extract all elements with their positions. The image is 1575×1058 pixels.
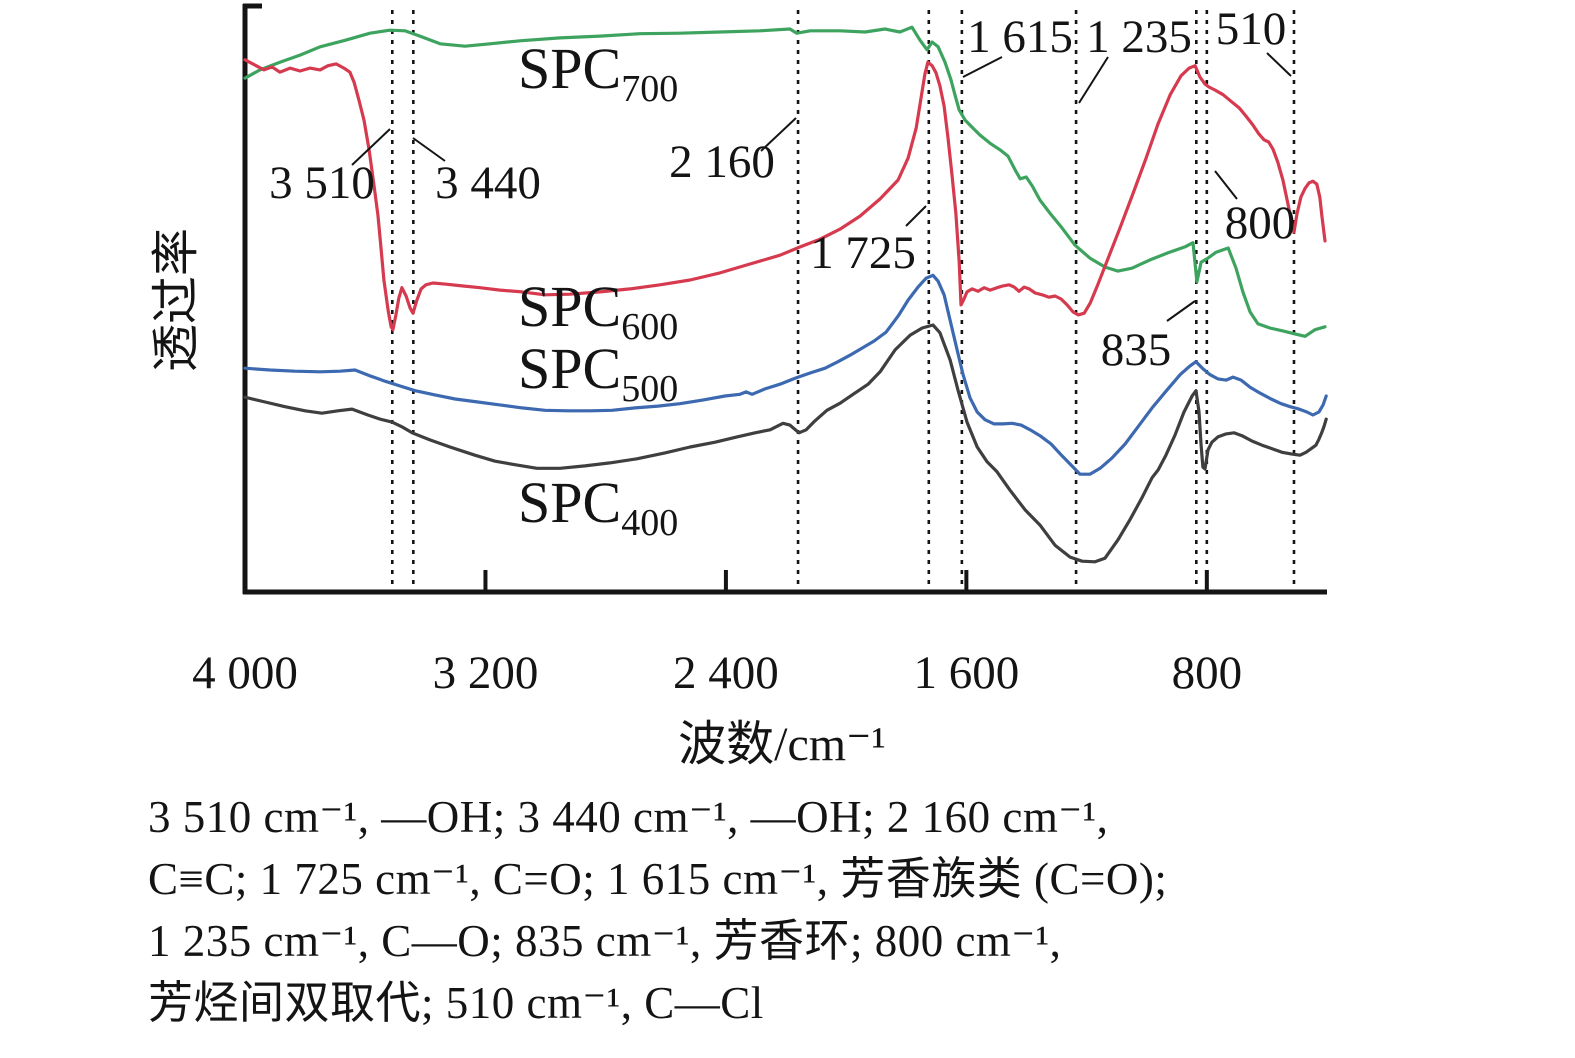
- annotation-leader-2160: [760, 117, 797, 152]
- y-axis-title: 透过率: [150, 228, 203, 372]
- annotation-leader-510: [1266, 52, 1292, 77]
- annotation-label-800: 800: [1225, 197, 1296, 249]
- spectrum-curve-SPC500: [243, 273, 1328, 476]
- caption-line: 1 235 cm⁻¹, C—O; 835 cm⁻¹, 芳香环; 800 cm⁻¹…: [148, 916, 1062, 966]
- spectrum-curve-SPC700: [243, 25, 1327, 338]
- annotation-leader-1725: [905, 205, 927, 227]
- annotation-leader-835: [1166, 300, 1196, 322]
- x-tick-label-1600: 1 600: [913, 647, 1019, 699]
- annotation-label-1725: 1 725: [810, 227, 916, 279]
- figure-caption: 3 510 cm⁻¹, —OH; 3 440 cm⁻¹, —OH; 2 160 …: [148, 786, 1508, 1034]
- spectrum-curves: [243, 25, 1328, 564]
- caption-line: C≡C; 1 725 cm⁻¹, C=O; 1 615 cm⁻¹, 芳香族类 (…: [148, 854, 1168, 904]
- x-tick-label-3200: 3 200: [433, 647, 539, 699]
- spectrum-curve-SPC600: [243, 58, 1327, 332]
- annotation-leader-3510: [351, 128, 391, 166]
- annotation-label-3440: 3 440: [435, 157, 541, 209]
- caption-line: 3 510 cm⁻¹, —OH; 3 440 cm⁻¹, —OH; 2 160 …: [148, 792, 1109, 842]
- x-tick-label-4000: 4 000: [192, 647, 298, 699]
- annotation-leader-1615: [962, 56, 1003, 78]
- annotation-label-835: 835: [1101, 324, 1172, 376]
- peak-annotations: 3 510 3 440 2 160 1 725 1 615 1 235 510 800 835: [269, 3, 1295, 376]
- annotation-label-3510: 3 510: [269, 157, 375, 209]
- spectrum-curve-SPC400: [243, 323, 1328, 564]
- annotation-label-2160: 2 160: [669, 136, 775, 188]
- marked-wavenumber-lines: [390, 10, 1296, 590]
- annotation-label-510: 510: [1216, 3, 1287, 55]
- caption-line: 芳烃间双取代; 510 cm⁻¹, C—Cl: [148, 978, 764, 1028]
- x-tick-label-800: 800: [1172, 647, 1243, 699]
- ftir-spectra-chart: 4 000 3 200 2 400 1 600 800 3 510 3 440 2 160 1…: [150, 3, 1328, 771]
- series-label-SPC600: SPC600: [518, 274, 678, 348]
- annotation-leader-800: [1214, 170, 1238, 200]
- series-label-SPC500: SPC500: [518, 336, 678, 410]
- annotation-label-1615: 1 615: [967, 11, 1073, 63]
- x-axis-title: 波数/cm⁻¹: [678, 718, 886, 771]
- annotation-leader-3440: [412, 137, 446, 162]
- series-label-SPC400: SPC400: [518, 470, 678, 544]
- annotation-leader-1235: [1078, 56, 1109, 104]
- x-tick-label-2400: 2 400: [673, 647, 779, 699]
- annotation-label-1235: 1 235: [1086, 11, 1192, 63]
- plot-axes: 4 000 3 200 2 400 1 600 800: [192, 3, 1327, 699]
- series-label-SPC700: SPC700: [518, 36, 678, 110]
